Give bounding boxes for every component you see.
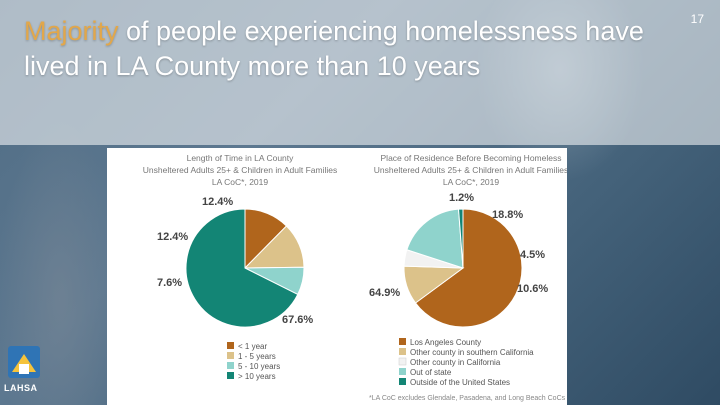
chart2-legend: Los Angeles County Other county in south… xyxy=(398,338,534,387)
legend2-label-3: Out of state xyxy=(410,368,452,377)
chart1-label-1to5: 12.4% xyxy=(157,231,188,243)
legend2-swatch-2 xyxy=(398,357,407,366)
legend2-label-2: Other county in California xyxy=(410,358,501,367)
legend2-label-1: Other county in southern California xyxy=(410,348,534,357)
legend1-label-3: > 10 years xyxy=(238,372,276,381)
lahsa-logo-icon xyxy=(8,346,40,378)
title-rest: of people experiencing homelessness have… xyxy=(24,16,644,81)
slide-title: Majority of people experiencing homeless… xyxy=(24,14,704,84)
legend1-swatch-3 xyxy=(227,372,234,379)
legend1-swatch-2 xyxy=(227,362,234,369)
legend2-swatch-0 xyxy=(399,338,406,345)
legend1-label-0: < 1 year xyxy=(238,342,267,351)
pie-chart-place-of-residence xyxy=(403,208,523,328)
legend1-label-1: 1 - 5 years xyxy=(238,352,276,361)
chart1-title-line2: Unsheltered Adults 25+ & Children in Adu… xyxy=(143,165,337,175)
chart1-title-line1: Length of Time in LA County xyxy=(187,153,295,163)
logo-text: LAHSA xyxy=(4,383,38,393)
legend2-swatch-1 xyxy=(399,348,406,355)
legend2-swatch-3 xyxy=(399,368,406,375)
chart1-slice-3 xyxy=(185,208,299,328)
chart2-slice-4 xyxy=(458,208,464,269)
chart1-label-lt1: 12.4% xyxy=(202,196,233,208)
page-number: 17 xyxy=(690,12,704,26)
title-overlay xyxy=(0,0,720,145)
legend1-swatch-0 xyxy=(227,342,234,349)
chart2-title-line3: LA CoC*, 2019 xyxy=(443,177,500,187)
chart2-label-socal: 10.6% xyxy=(517,283,548,295)
chart2-slice-0 xyxy=(414,208,523,328)
chart2-title-line2: Unsheltered Adults 25+ & Children in Adu… xyxy=(374,165,567,175)
chart1-legend: < 1 year 1 - 5 years 5 - 10 years > 10 y… xyxy=(227,342,280,381)
chart2-label-la: 64.9% xyxy=(369,287,400,299)
pie-chart-length-of-time xyxy=(185,208,305,328)
legend1-swatch-1 xyxy=(227,352,234,359)
chart2-label-outofstate: 18.8% xyxy=(492,209,523,221)
legend2-label-4: Outside of the United States xyxy=(410,378,510,387)
title-highlight: Majority xyxy=(24,16,119,46)
chart2-slice-3 xyxy=(406,208,464,269)
legend2-swatch-4 xyxy=(399,378,406,385)
legend1-label-2: 5 - 10 years xyxy=(238,362,280,371)
chart1-label-gt10: 67.6% xyxy=(282,314,313,326)
chart2-label-abroad: 1.2% xyxy=(449,192,474,204)
chart2-label-ca: 4.5% xyxy=(520,249,545,261)
chart2-title-line1: Place of Residence Before Becoming Homel… xyxy=(381,153,562,163)
charts-svg: Length of Time in LA County Unsheltered … xyxy=(143,153,568,402)
footnote: *LA CoC excludes Glendale, Pasadena, and… xyxy=(369,395,566,402)
legend2-label-0: Los Angeles County xyxy=(410,338,481,347)
chart1-title-line3: LA CoC*, 2019 xyxy=(212,177,269,187)
chart1-label-5to10: 7.6% xyxy=(157,277,182,289)
chart-panel: Length of Time in LA County Unsheltered … xyxy=(107,148,568,405)
